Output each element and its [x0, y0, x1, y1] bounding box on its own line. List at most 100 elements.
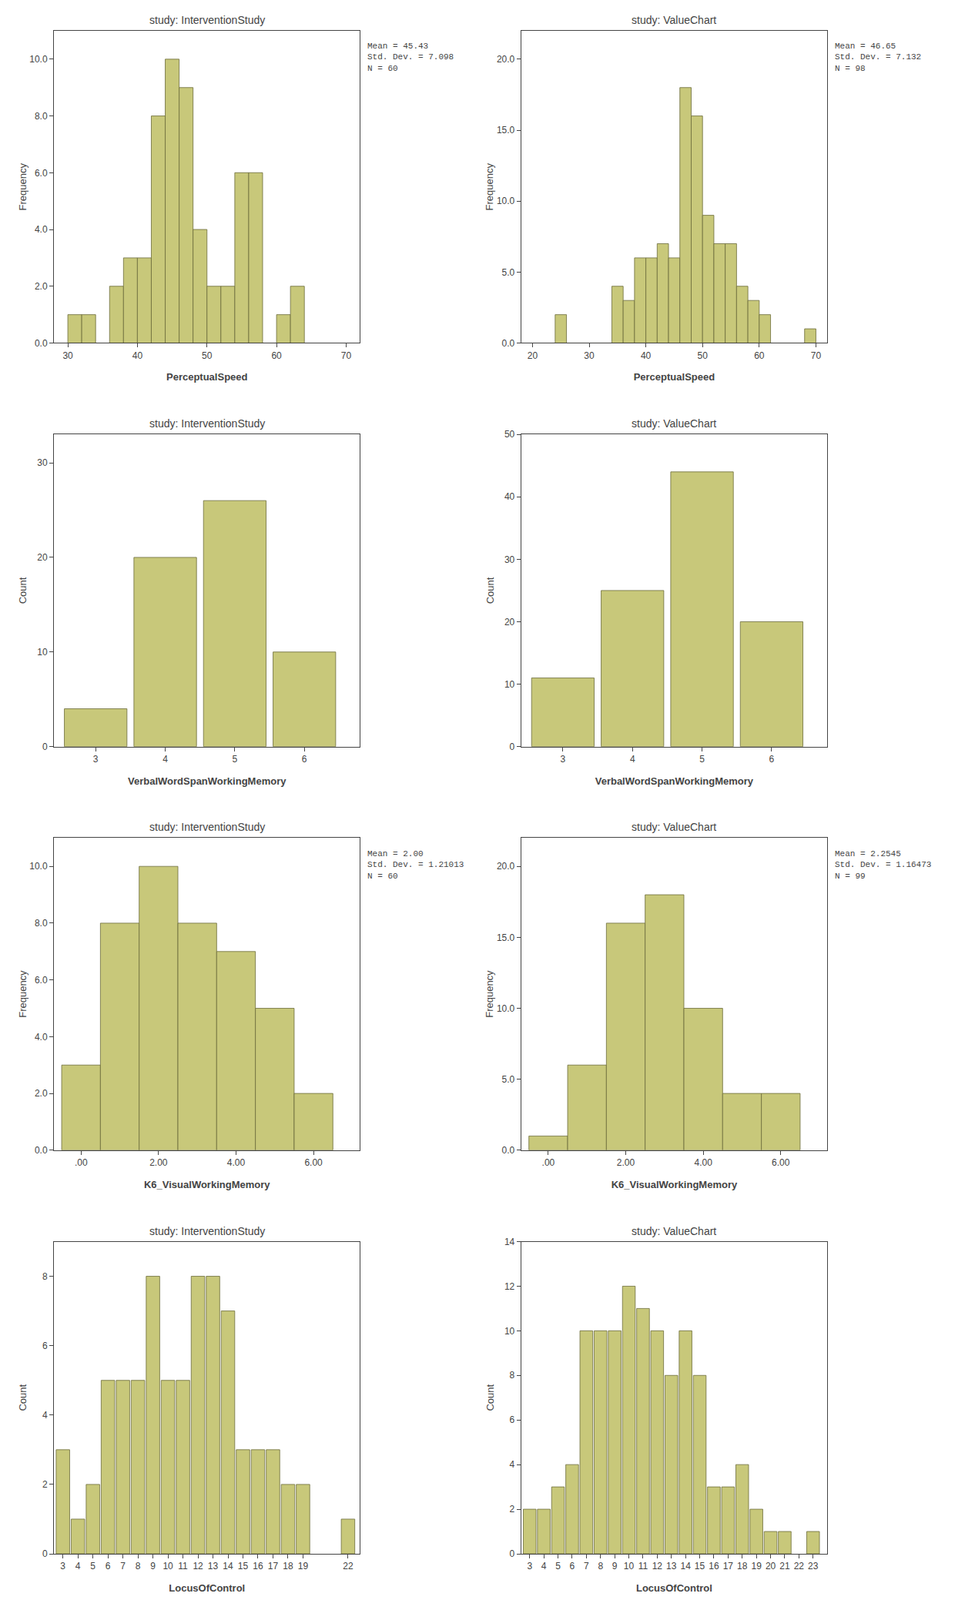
svg-text:0.0: 0.0 [34, 1145, 48, 1156]
svg-text:study: ValueChart: study: ValueChart [631, 417, 717, 430]
svg-text:5: 5 [90, 1561, 96, 1572]
svg-text:6.0: 6.0 [34, 975, 48, 986]
svg-text:19: 19 [298, 1561, 309, 1572]
svg-text:7: 7 [120, 1561, 126, 1572]
svg-text:VerbalWordSpanWorkingMemory: VerbalWordSpanWorkingMemory [595, 775, 754, 788]
svg-text:16: 16 [708, 1561, 720, 1572]
svg-text:0: 0 [42, 741, 48, 753]
svg-text:3: 3 [560, 753, 567, 765]
svg-text:Frequency: Frequency [483, 163, 496, 212]
svg-text:0: 0 [509, 741, 516, 753]
svg-text:study: InterventionStudy: study: InterventionStudy [149, 417, 265, 430]
svg-text:70: 70 [341, 350, 352, 362]
svg-text:14: 14 [680, 1561, 691, 1572]
svg-text:12: 12 [192, 1561, 204, 1572]
svg-text:8.0: 8.0 [34, 918, 48, 929]
svg-text:0.0: 0.0 [34, 338, 48, 349]
svg-text:12: 12 [504, 1281, 516, 1293]
svg-text:Count: Count [484, 576, 496, 604]
svg-text:5.0: 5.0 [502, 267, 516, 279]
svg-text:4.0: 4.0 [34, 224, 48, 235]
svg-text:9: 9 [150, 1561, 156, 1572]
svg-text:5: 5 [699, 753, 705, 765]
svg-text:5.0: 5.0 [502, 1074, 516, 1086]
svg-text:10: 10 [504, 1326, 516, 1337]
svg-text:3: 3 [60, 1561, 66, 1572]
svg-text:0.0: 0.0 [502, 1145, 516, 1156]
svg-text:4.00: 4.00 [227, 1157, 246, 1169]
svg-text:10.0: 10.0 [496, 1003, 516, 1015]
svg-text:0: 0 [509, 1548, 516, 1560]
svg-text:16: 16 [252, 1561, 264, 1572]
svg-text:PerceptualSpeed: PerceptualSpeed [633, 371, 716, 383]
svg-text:Count: Count [16, 576, 29, 604]
svg-text:20: 20 [36, 552, 48, 563]
svg-text:Mean = 45.43Std. Dev. = 7.098N: Mean = 45.43Std. Dev. = 7.098N = 60 [367, 41, 454, 74]
svg-text:Frequency: Frequency [483, 970, 496, 1019]
svg-text:LocusOfControl: LocusOfControl [168, 1582, 245, 1595]
svg-text:30: 30 [504, 554, 516, 566]
svg-text:10: 10 [162, 1561, 174, 1572]
svg-text:Frequency: Frequency [16, 163, 29, 212]
svg-text:17: 17 [723, 1561, 734, 1572]
svg-text:4: 4 [162, 753, 168, 765]
svg-text:0.0: 0.0 [502, 338, 516, 349]
svg-text:30: 30 [36, 457, 48, 469]
svg-text:study: InterventionStudy: study: InterventionStudy [149, 13, 265, 27]
svg-text:Mean = 2.00Std. Dev. = 1.21013: Mean = 2.00Std. Dev. = 1.21013N = 60 [367, 849, 464, 882]
svg-text:9: 9 [612, 1561, 618, 1572]
svg-text:10.0: 10.0 [29, 861, 48, 872]
svg-text:30: 30 [583, 350, 595, 362]
svg-text:20: 20 [504, 616, 516, 628]
svg-text:8: 8 [42, 1271, 48, 1283]
svg-text:4: 4 [541, 1561, 547, 1572]
svg-text:8: 8 [135, 1561, 141, 1572]
svg-text:22: 22 [342, 1561, 354, 1572]
svg-text:4.00: 4.00 [693, 1157, 713, 1169]
svg-text:20: 20 [765, 1561, 777, 1572]
svg-text:2: 2 [509, 1504, 516, 1515]
svg-text:6: 6 [301, 753, 308, 765]
svg-text:15.0: 15.0 [496, 932, 516, 944]
svg-text:study: InterventionStudy: study: InterventionStudy [149, 1225, 265, 1238]
svg-text:22: 22 [794, 1561, 805, 1572]
svg-text:.00: .00 [542, 1157, 556, 1169]
svg-text:Frequency: Frequency [16, 970, 29, 1019]
svg-text:14: 14 [222, 1561, 234, 1572]
svg-text:21: 21 [779, 1561, 791, 1572]
svg-text:10: 10 [623, 1561, 635, 1572]
svg-text:study: ValueChart: study: ValueChart [631, 820, 717, 834]
svg-text:10: 10 [36, 646, 48, 658]
svg-text:13: 13 [666, 1561, 677, 1572]
svg-text:70: 70 [810, 350, 822, 362]
svg-text:50: 50 [504, 428, 516, 440]
svg-text:15.0: 15.0 [496, 124, 516, 136]
svg-text:15: 15 [694, 1561, 706, 1572]
svg-text:6: 6 [105, 1561, 111, 1572]
svg-text:13: 13 [207, 1561, 219, 1572]
svg-text:5: 5 [555, 1561, 561, 1572]
svg-text:study: InterventionStudy: study: InterventionStudy [149, 820, 265, 834]
svg-text:Count: Count [16, 1384, 29, 1412]
svg-text:40: 40 [132, 350, 144, 362]
svg-text:K6_VisualWorkingMemory: K6_VisualWorkingMemory [611, 1179, 738, 1191]
svg-text:2: 2 [42, 1479, 48, 1491]
svg-text:Mean = 46.65Std. Dev. = 7.132N: Mean = 46.65Std. Dev. = 7.132N = 98 [834, 41, 922, 74]
svg-text:17: 17 [268, 1561, 279, 1572]
svg-text:20.0: 20.0 [496, 53, 516, 65]
svg-text:study: ValueChart: study: ValueChart [631, 13, 717, 27]
svg-text:6: 6 [769, 753, 775, 765]
svg-text:6.00: 6.00 [304, 1157, 323, 1169]
svg-text:40: 40 [640, 350, 652, 362]
svg-text:4: 4 [629, 753, 636, 765]
svg-text:.00: .00 [74, 1157, 88, 1169]
svg-text:VerbalWordSpanWorkingMemory: VerbalWordSpanWorkingMemory [127, 775, 287, 788]
svg-text:0: 0 [42, 1548, 48, 1560]
svg-text:5: 5 [232, 753, 238, 765]
svg-text:study: ValueChart: study: ValueChart [631, 1225, 717, 1238]
svg-text:Count: Count [484, 1384, 496, 1412]
svg-text:3: 3 [93, 753, 99, 765]
svg-text:2.00: 2.00 [616, 1157, 636, 1169]
svg-text:6.00: 6.00 [771, 1157, 791, 1169]
svg-text:6: 6 [569, 1561, 576, 1572]
